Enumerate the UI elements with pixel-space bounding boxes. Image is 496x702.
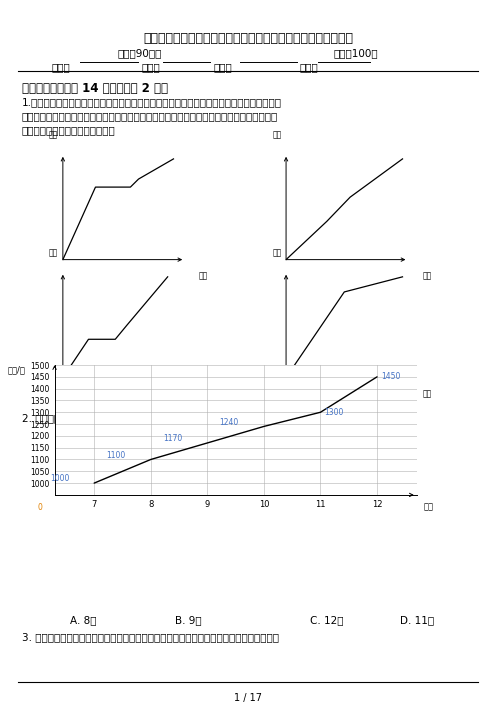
Text: 考号：: 考号： bbox=[300, 62, 319, 72]
Text: 时间: 时间 bbox=[199, 390, 208, 399]
Text: 3. 妈妈带小华去公园玩，她们从家出发，直接到了公园，然后她们在公园里玩了几小时，在: 3. 妈妈带小华去公园玩，她们从家出发，直接到了公园，然后她们在公园里玩了几小时… bbox=[22, 632, 279, 642]
Text: 姓名：: 姓名： bbox=[142, 62, 161, 72]
Text: 1300: 1300 bbox=[324, 408, 344, 417]
Text: A.: A. bbox=[63, 303, 73, 313]
Text: 1.《龟兔赛跡》是我们非常熟悉的故事，大意是乌龟和兔子赛跡，兔子开始就超过乌龟好远，: 1.《龟兔赛跡》是我们非常熟悉的故事，大意是乌龟和兔子赛跡，兔子开始就超过乌龟好… bbox=[22, 97, 282, 107]
Text: B. 9月: B. 9月 bbox=[175, 615, 202, 625]
Text: C. 12月: C. 12月 bbox=[310, 615, 344, 625]
Text: 1170: 1170 bbox=[163, 435, 183, 443]
Text: 路程: 路程 bbox=[272, 131, 281, 140]
Text: 学校：: 学校： bbox=[52, 62, 71, 72]
Text: 时间: 时间 bbox=[422, 390, 432, 399]
Text: 0: 0 bbox=[59, 274, 63, 283]
Text: 1000: 1000 bbox=[50, 475, 69, 484]
Text: D.: D. bbox=[292, 396, 304, 406]
Text: 最新苏教版小学五年级数学下册第二单元量检测试卷（及答案）: 最新苏教版小学五年级数学下册第二单元量检测试卷（及答案） bbox=[143, 32, 353, 45]
Text: 0: 0 bbox=[38, 503, 43, 512]
Text: 0: 0 bbox=[282, 274, 287, 283]
Text: 1240: 1240 bbox=[220, 418, 239, 427]
Text: 时间: 时间 bbox=[199, 272, 208, 281]
Text: 时间: 时间 bbox=[422, 272, 432, 281]
Text: A. 8月: A. 8月 bbox=[70, 615, 97, 625]
Text: 路程: 路程 bbox=[49, 249, 58, 258]
Text: 班级：: 班级： bbox=[214, 62, 233, 72]
Text: 1450: 1450 bbox=[381, 372, 401, 381]
Text: 满分：100分: 满分：100分 bbox=[334, 48, 378, 58]
Text: 1100: 1100 bbox=[107, 451, 126, 460]
Text: C.: C. bbox=[63, 396, 74, 406]
Text: 月份: 月份 bbox=[424, 503, 434, 512]
Text: 映这个故事情节的图象是（　　）: 映这个故事情节的图象是（ ） bbox=[22, 125, 116, 135]
Text: 一、选择题（满分 14 分，每小题 2 分）: 一、选择题（满分 14 分，每小题 2 分） bbox=[22, 82, 168, 95]
Text: D. 11月: D. 11月 bbox=[400, 615, 434, 625]
Text: 0: 0 bbox=[282, 392, 287, 401]
Text: B.: B. bbox=[292, 303, 303, 313]
Text: 2. 如图是内地某工厂工人的下半年月收入统计图，请问他的月薪增涨幅度最大的是（　　）月.: 2. 如图是内地某工厂工人的下半年月收入统计图，请问他的月薪增涨幅度最大的是（ … bbox=[22, 413, 289, 423]
Text: 路程: 路程 bbox=[49, 131, 58, 140]
Text: 月薪/元: 月薪/元 bbox=[7, 365, 25, 374]
Text: 时间：90分钟: 时间：90分钟 bbox=[118, 48, 162, 58]
Text: 路程: 路程 bbox=[272, 249, 281, 258]
Text: 0: 0 bbox=[59, 392, 63, 401]
Text: 1 / 17: 1 / 17 bbox=[234, 693, 262, 702]
Text: 兔子不耐烦了就在路边睡了一觉，而乌龟一直往目的地奔跡，最终乌龟获得了胜利。下图能反: 兔子不耐烦了就在路边睡了一觉，而乌龟一直往目的地奔跡，最终乌龟获得了胜利。下图能… bbox=[22, 111, 278, 121]
